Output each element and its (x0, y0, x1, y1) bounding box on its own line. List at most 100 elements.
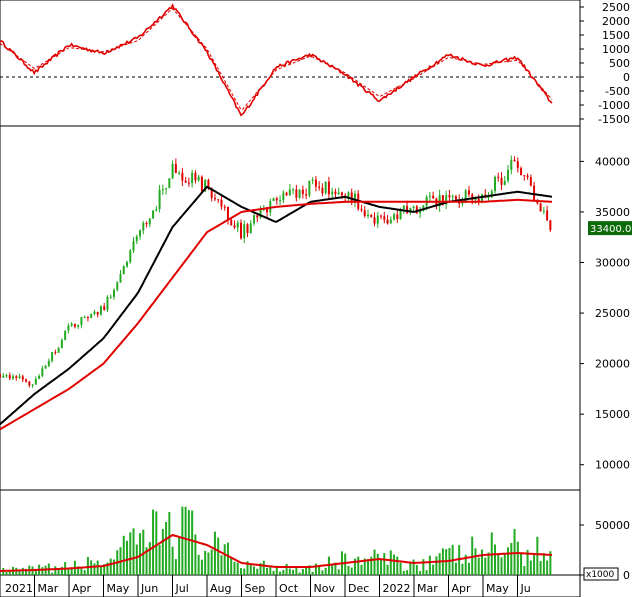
volume-bar (135, 544, 138, 575)
candle-body (311, 179, 314, 181)
volume-bar (197, 554, 200, 575)
candle-body (471, 194, 474, 200)
candle-body (510, 159, 513, 170)
candle-body (500, 177, 503, 185)
candle-body (38, 375, 41, 379)
volume-group (0, 506, 553, 575)
volume-bar (132, 528, 135, 575)
volume-unit-box (583, 567, 619, 581)
volume-bar (220, 555, 223, 575)
x-tick-label: Mar (417, 582, 438, 595)
volume-bar (399, 562, 402, 575)
volume-bar (549, 551, 552, 575)
volume-bar (513, 528, 516, 575)
candle-body (324, 181, 327, 194)
volume-bar (370, 556, 373, 575)
x-tick-label: May (107, 582, 130, 595)
volume-bar (83, 570, 86, 575)
oscillator-tick-label: 1500 (602, 29, 630, 42)
volume-bar (461, 563, 464, 575)
volume-bar (536, 536, 539, 575)
candle-body (178, 172, 181, 174)
price-tick-label: 40000 (595, 155, 630, 168)
candle-body (529, 177, 532, 186)
oscillator-tick-label: 1000 (602, 43, 630, 56)
volume-bar (178, 537, 181, 575)
candle-body (334, 191, 337, 195)
candle-body (539, 203, 542, 212)
oscillator-tick-label: -500 (605, 85, 630, 98)
volume-bar (334, 562, 337, 575)
volume-bar (402, 570, 405, 575)
volume-bar (520, 553, 523, 575)
volume-bar (331, 565, 334, 575)
candle-body (96, 311, 99, 315)
price-tick-label: 25000 (595, 307, 630, 320)
candle-body (12, 376, 15, 379)
volume-bar (533, 554, 536, 575)
volume-bar (432, 564, 435, 575)
panel-price (0, 125, 581, 491)
volume-bar (204, 550, 207, 575)
price-tick-label: 35000 (595, 206, 630, 219)
last-price-tag (588, 221, 632, 236)
volume-bar (112, 559, 115, 575)
volume-bar (487, 552, 490, 575)
candle-body (129, 250, 132, 263)
candle-body (451, 196, 454, 198)
volume-bar (269, 566, 272, 575)
candle-body (80, 317, 83, 325)
volume-bar (412, 559, 415, 575)
candle-body (217, 199, 220, 201)
candle-body (308, 180, 311, 196)
candle-body (200, 176, 203, 192)
candle-body (542, 210, 545, 212)
volume-bar (474, 548, 477, 575)
candle-body (428, 195, 431, 197)
volume-bar (41, 567, 44, 575)
candle-body (54, 352, 57, 354)
candle-body (0, 373, 1, 378)
candle-body (158, 189, 161, 210)
volume-bar (376, 553, 379, 575)
candle-body (184, 180, 187, 183)
candle-body (487, 196, 490, 198)
volume-bar (184, 506, 187, 575)
candle-body (243, 224, 246, 239)
candle-body (331, 191, 334, 195)
volume-bar (109, 558, 112, 575)
candle-body (327, 181, 330, 195)
candle-body (18, 376, 21, 378)
volume-bar (161, 528, 164, 575)
oscillator-line-2 (0, 7, 553, 111)
x-tick-label: Mar (38, 582, 59, 595)
volume-bar (174, 559, 177, 575)
candle-body (174, 163, 177, 174)
candle-body (161, 189, 164, 191)
candle-body (256, 215, 259, 218)
candle-body (132, 241, 135, 251)
candle-body (236, 222, 239, 228)
volume-bar (171, 546, 174, 575)
volume-bar (523, 566, 526, 575)
volume-bar (213, 531, 216, 575)
oscillator-tick-label: 500 (609, 57, 630, 70)
candle-body (337, 192, 340, 195)
candle-body (44, 365, 47, 369)
volume-bar (262, 560, 265, 575)
volume-bar (542, 553, 545, 575)
candle-body (155, 209, 158, 211)
oscillator-tick-label: 2500 (602, 1, 630, 14)
volume-bar (344, 553, 347, 575)
candle-body (432, 195, 435, 199)
candle-body (220, 199, 223, 207)
volume-bar (126, 540, 129, 575)
oscillator-tick-label: -1000 (598, 99, 630, 112)
volume-bar (253, 566, 256, 575)
volume-bar (34, 570, 37, 575)
candle-body (194, 172, 197, 181)
volume-bar (194, 534, 197, 575)
volume-bar (70, 567, 73, 575)
volume-bar (288, 568, 291, 575)
candle-body (301, 189, 304, 195)
